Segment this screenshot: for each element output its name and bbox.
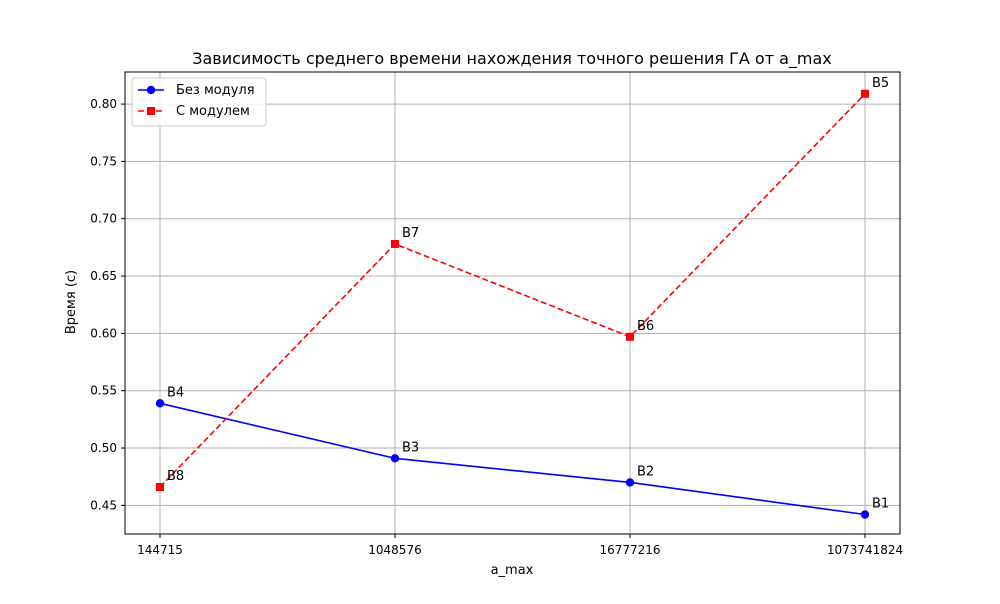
data-point bbox=[861, 89, 869, 98]
point-label: B5 bbox=[872, 76, 889, 91]
data-point bbox=[625, 478, 635, 487]
point-label: B2 bbox=[637, 464, 654, 479]
point-label: B3 bbox=[402, 440, 419, 455]
legend-marker bbox=[147, 107, 155, 115]
point-label: B6 bbox=[637, 319, 654, 334]
y-tick-label: 0.50 bbox=[90, 441, 117, 455]
axis-ticks: 144715 1048576 16777216 1073741824 0.45 0.50 0… bbox=[90, 97, 903, 557]
y-tick-label: 0.70 bbox=[90, 212, 117, 226]
series-group: B8 B7 B6 B5 bbox=[156, 76, 889, 491]
data-series: B4 B3 B2 B1 B8 B7 B6 B5 bbox=[155, 76, 889, 519]
x-tick-label: 144715 bbox=[137, 543, 183, 557]
y-tick-label: 0.55 bbox=[90, 384, 117, 398]
x-tick-label: 1073741824 bbox=[827, 543, 903, 557]
y-tick-label: 0.60 bbox=[90, 326, 117, 340]
y-tick-label: 0.45 bbox=[90, 498, 117, 512]
data-point bbox=[390, 454, 400, 463]
y-tick-label: 0.75 bbox=[90, 154, 117, 168]
data-point bbox=[156, 482, 164, 491]
point-label: B7 bbox=[402, 226, 419, 241]
data-point bbox=[391, 239, 399, 248]
x-tick-label: 16777216 bbox=[599, 543, 660, 557]
legend-box bbox=[131, 77, 267, 127]
grid-lines bbox=[125, 72, 900, 534]
y-tick-label: 0.80 bbox=[90, 97, 117, 111]
series-line bbox=[159, 93, 866, 488]
y-axis-label: Время (с) bbox=[64, 270, 79, 334]
x-axis-label: a_max bbox=[491, 563, 534, 578]
data-point bbox=[155, 399, 165, 408]
point-label: B8 bbox=[167, 469, 184, 484]
y-tick-label: 0.65 bbox=[90, 269, 117, 283]
data-point bbox=[860, 510, 870, 519]
legend-marker bbox=[146, 85, 156, 95]
legend-label: Без модуля bbox=[176, 83, 255, 98]
legend-label: С модулем bbox=[176, 104, 250, 119]
plot-frame bbox=[124, 71, 901, 535]
series-line bbox=[159, 402, 866, 516]
point-label: B1 bbox=[872, 497, 889, 512]
data-point bbox=[626, 332, 634, 341]
series-group: B4 B3 B2 B1 bbox=[155, 385, 889, 519]
chart-title: Зависимость среднего времени нахождения … bbox=[192, 49, 832, 69]
legend: Без модуля С модулем bbox=[131, 77, 267, 127]
point-label: B4 bbox=[167, 385, 184, 400]
x-tick-label: 1048576 bbox=[368, 543, 421, 557]
